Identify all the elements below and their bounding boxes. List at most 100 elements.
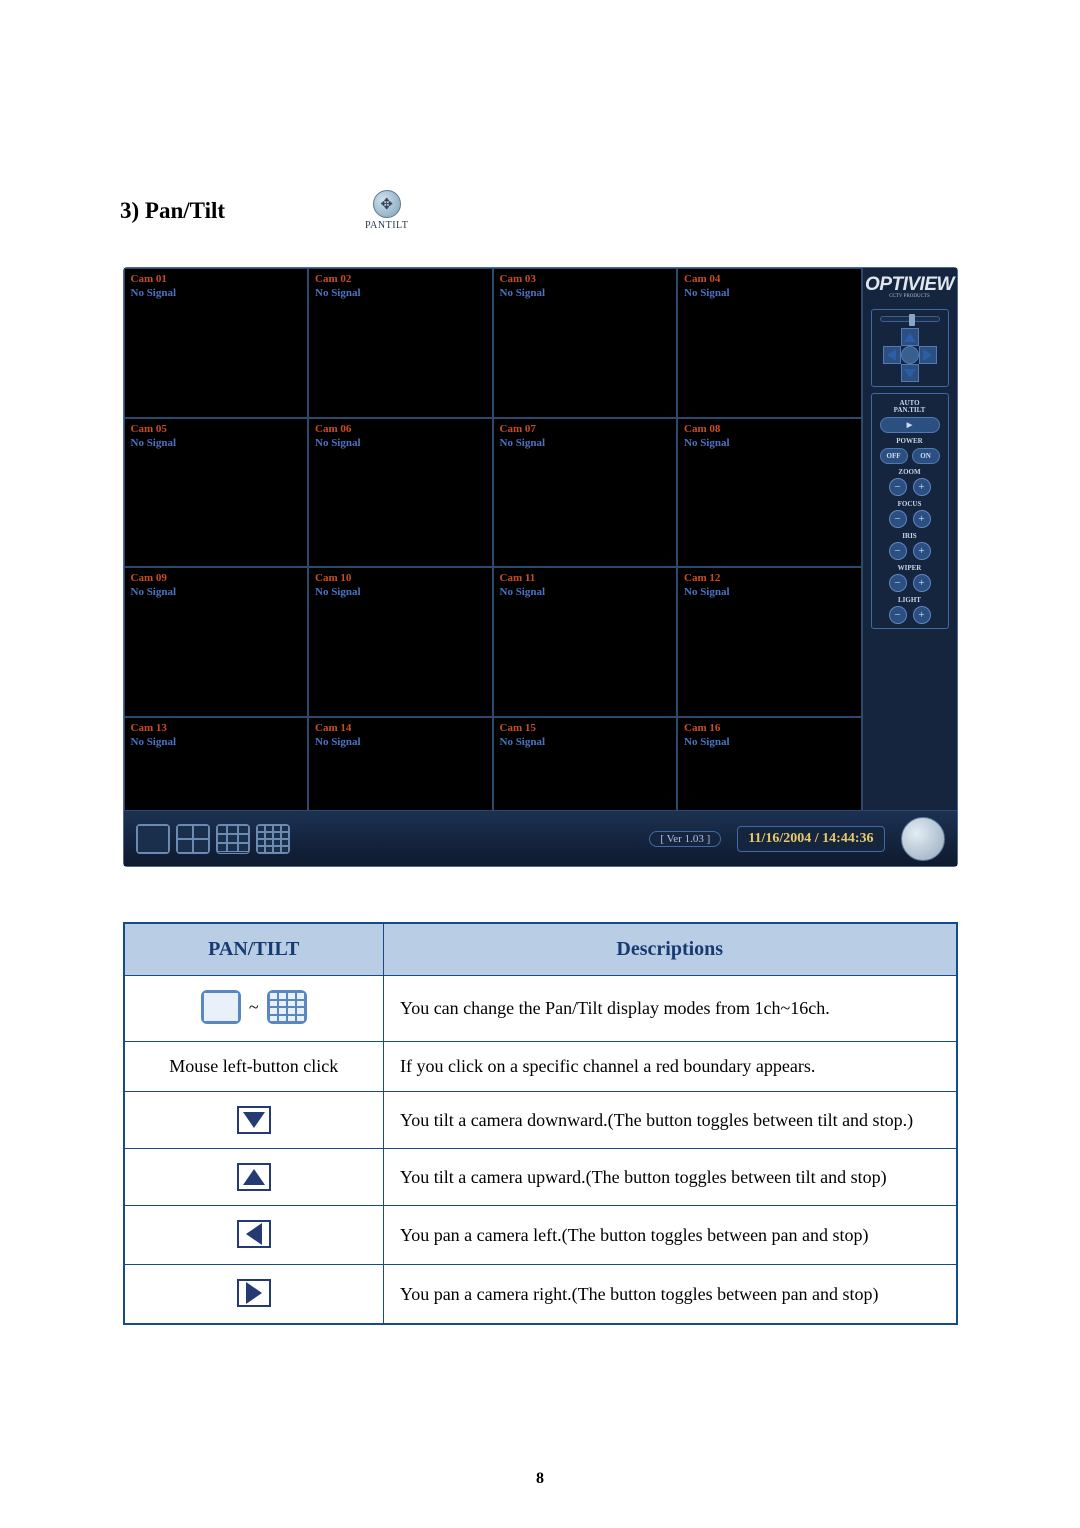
camera-status: No Signal [684, 287, 855, 299]
camera-cell[interactable]: Cam 03 No Signal [493, 268, 678, 418]
camera-cell[interactable]: Cam 08 No Signal [677, 418, 862, 568]
layout-9ch-button[interactable] [216, 824, 250, 854]
camera-label: Cam 03 [500, 273, 671, 285]
camera-status: No Signal [131, 586, 302, 598]
camera-cell[interactable]: Cam 04 No Signal [677, 268, 862, 418]
table-row: You tilt a camera downward.(The button t… [124, 1092, 957, 1149]
light-plus-button[interactable]: + [913, 606, 931, 624]
table-row: You pan a camera right.(The button toggl… [124, 1265, 957, 1325]
camera-status: No Signal [500, 586, 671, 598]
camera-grid: Cam 01 No Signal Cam 02No Signal Cam 03 No… [124, 268, 862, 866]
camera-cell[interactable]: Cam 09 No Signal [124, 567, 309, 717]
focus-plus-button[interactable]: + [913, 510, 931, 528]
auto-run-button[interactable]: ▶ [880, 417, 940, 433]
auto-pantilt-label: AUTO PAN.TILT [894, 400, 926, 414]
layout-4ch-button[interactable] [176, 824, 210, 854]
tilt-up-cell [124, 1149, 384, 1206]
pan-left-button[interactable] [883, 346, 901, 364]
wiper-minus-button[interactable]: − [889, 574, 907, 592]
exit-knob-icon[interactable] [901, 817, 945, 861]
mouse-click-cell: Mouse left-button click [124, 1042, 384, 1092]
camera-status: No Signal [131, 437, 302, 449]
camera-label: Cam 10 [315, 572, 486, 584]
zoom-minus-button[interactable]: − [889, 478, 907, 496]
camera-cell[interactable]: Cam 01 No Signal [124, 268, 309, 418]
section-header: 3) Pan/Tilt ✥ PANTILT [120, 190, 960, 231]
table-header-left: PAN/TILT [124, 923, 384, 976]
light-label: LIGHT [898, 596, 921, 604]
power-on-button[interactable]: ON [912, 448, 940, 464]
camera-cell[interactable]: Cam 11No Signal [493, 567, 678, 717]
table-header-right: Descriptions [384, 923, 957, 976]
camera-label: Cam 12 [684, 572, 855, 584]
pan-right-cell [124, 1265, 384, 1325]
camera-status: No Signal [315, 586, 486, 598]
camera-label: Cam 05 [131, 423, 302, 435]
power-off-button[interactable]: OFF [880, 448, 908, 464]
light-minus-button[interactable]: − [889, 606, 907, 624]
desc-cell: You tilt a camera upward.(The button tog… [384, 1149, 957, 1206]
modes-cell: ~ [124, 976, 384, 1042]
table-row: Mouse left-button click If you click on … [124, 1042, 957, 1092]
table-row: You tilt a camera upward.(The button tog… [124, 1149, 957, 1206]
layout-16ch-button[interactable] [256, 824, 290, 854]
camera-status: No Signal [500, 437, 671, 449]
camera-label: Cam 08 [684, 423, 855, 435]
desc-cell: If you click on a specific channel a red… [384, 1042, 957, 1092]
logo: OPTIVIEW [865, 274, 954, 296]
camera-label: Cam 09 [131, 572, 302, 584]
camera-status: No Signal [131, 736, 302, 748]
iris-label: IRIS [902, 532, 916, 540]
camera-label: Cam 04 [684, 273, 855, 285]
wiper-plus-button[interactable]: + [913, 574, 931, 592]
tilt-down-icon [237, 1106, 271, 1134]
tilt-up-button[interactable] [901, 328, 919, 346]
layout-16ch-icon [267, 990, 307, 1024]
ptz-controls-box: AUTO PAN.TILT ▶ POWER OFF ON ZOOM −+ FOC… [871, 393, 949, 629]
table-row: You pan a camera left.(The button toggle… [124, 1206, 957, 1265]
camera-label: Cam 06 [315, 423, 486, 435]
camera-status: No Signal [684, 736, 855, 748]
camera-status: No Signal [131, 287, 302, 299]
version-badge: [ Ver 1.03 ] [649, 831, 721, 847]
ptz-side-panel: OPTIVIEW CCTV PRODUCTS AUTO PAN.TILT ▶ P… [862, 268, 957, 866]
desc-cell: You pan a camera right.(The button toggl… [384, 1265, 957, 1325]
camera-cell[interactable]: Cam 12 No Signal [677, 567, 862, 717]
camera-cell[interactable]: Cam 06 No Signal [308, 418, 493, 568]
iris-plus-button[interactable]: + [913, 542, 931, 560]
page-number: 8 [0, 1470, 1080, 1488]
ptz-stop-button[interactable] [901, 346, 919, 364]
dvr-window: Cam 01 No Signal Cam 02No Signal Cam 03 No… [123, 267, 958, 867]
focus-minus-button[interactable]: − [889, 510, 907, 528]
table-row: ~ You can change the Pan/Tilt display mo… [124, 976, 957, 1042]
camera-label: Cam 01 [131, 273, 302, 285]
dvr-footer: [ Ver 1.03 ] 11/16/2004 / 14:44:36 [124, 810, 957, 866]
zoom-plus-button[interactable]: + [913, 478, 931, 496]
camera-cell[interactable]: Cam 02No Signal [308, 268, 493, 418]
speed-slider[interactable] [880, 316, 940, 322]
ptz-dpad [883, 328, 937, 382]
focus-label: FOCUS [898, 500, 922, 508]
tilt-up-icon [237, 1163, 271, 1191]
tilt-down-button[interactable] [901, 364, 919, 382]
camera-status: No Signal [315, 437, 486, 449]
zoom-label: ZOOM [898, 468, 920, 476]
pan-left-icon [237, 1220, 271, 1248]
camera-status: No Signal [684, 586, 855, 598]
camera-label: Cam 16 [684, 722, 855, 734]
camera-label: Cam 13 [131, 722, 302, 734]
layout-1ch-icon [201, 990, 241, 1024]
pan-right-icon [237, 1279, 271, 1307]
camera-cell[interactable]: Cam 07No Signal [493, 418, 678, 568]
camera-status: No Signal [500, 287, 671, 299]
iris-minus-button[interactable]: − [889, 542, 907, 560]
pantilt-icon: ✥ PANTILT [365, 190, 408, 231]
camera-cell[interactable]: Cam 10 No Signal [308, 567, 493, 717]
section-title: 3) Pan/Tilt [120, 198, 225, 224]
layout-1ch-button[interactable] [136, 824, 170, 854]
camera-status: No Signal [684, 437, 855, 449]
camera-cell[interactable]: Cam 05 No Signal [124, 418, 309, 568]
ptz-dpad-box [871, 309, 949, 387]
camera-status: No Signal [500, 736, 671, 748]
pan-right-button[interactable] [919, 346, 937, 364]
